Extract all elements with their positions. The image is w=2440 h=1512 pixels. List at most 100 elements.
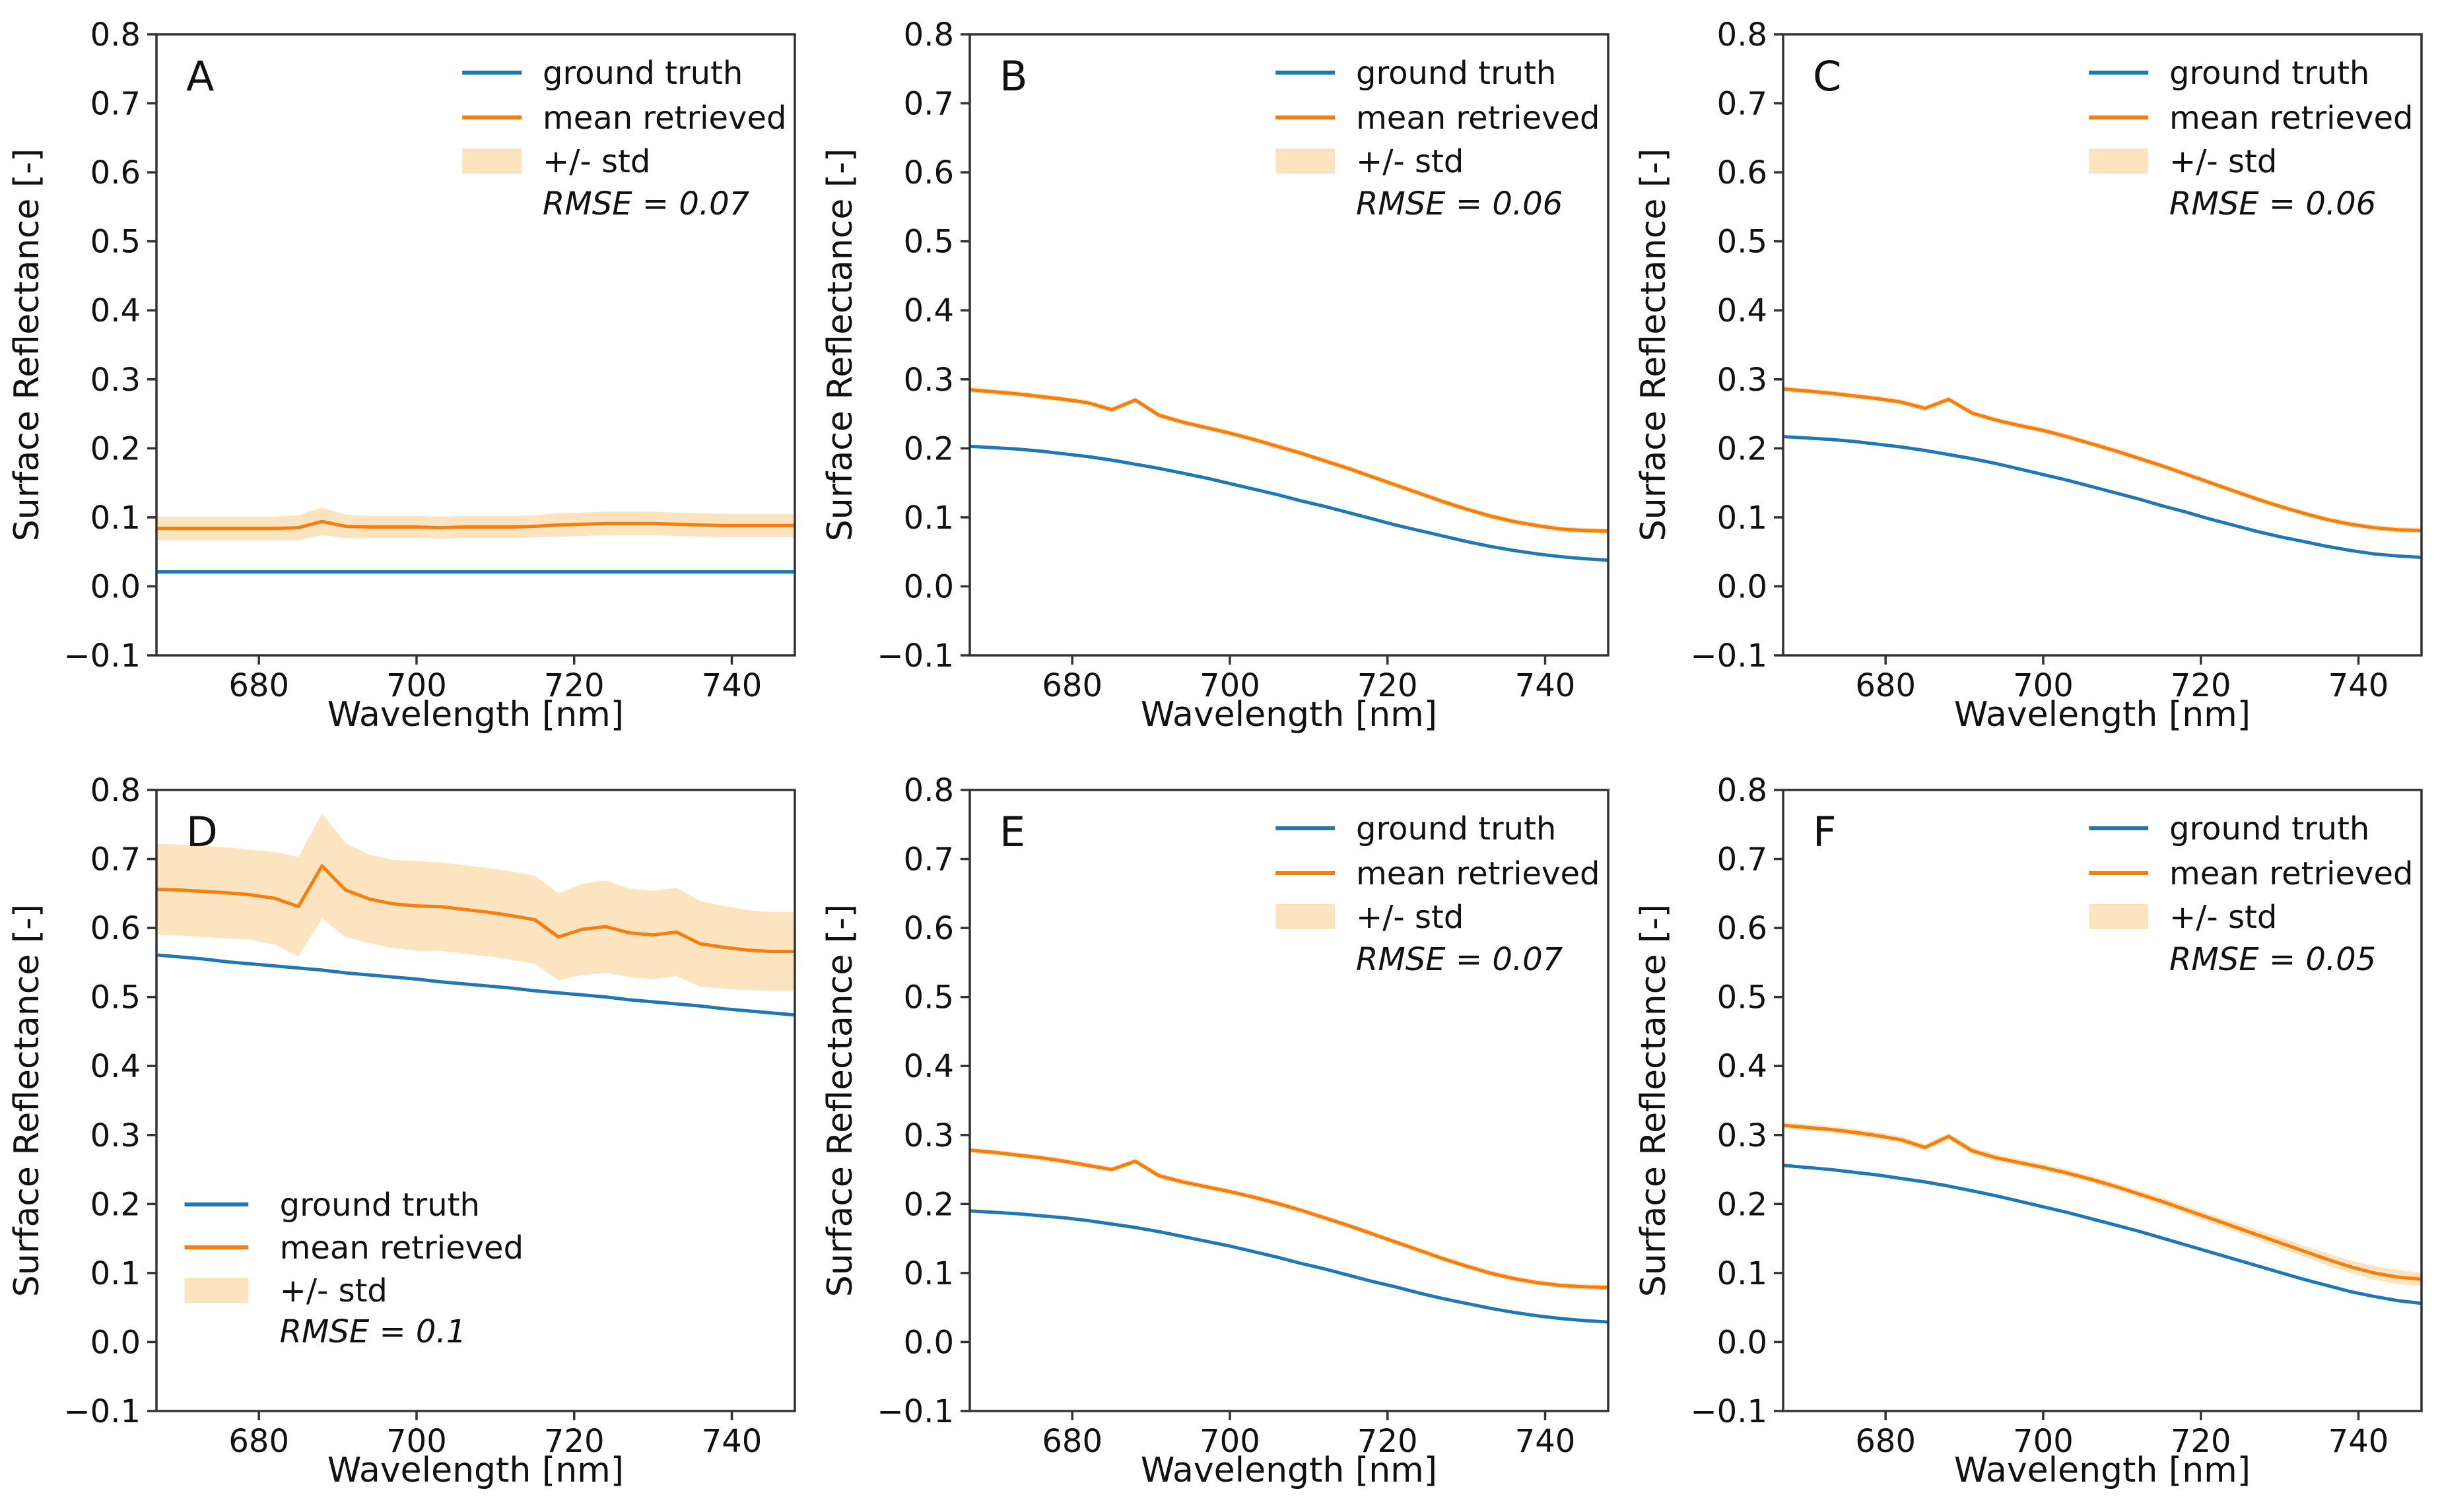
rmse-annotation: RMSE = 0.06 [1356, 185, 1563, 222]
legend-std-label: +/- std [2169, 899, 2277, 936]
axes-frame [1782, 33, 2423, 657]
y-tick-label: 0.1 [1717, 500, 1767, 537]
x-axis-label: Wavelength [nm] [327, 1451, 624, 1490]
std-band [1783, 386, 2422, 533]
y-tick-label: 0.2 [90, 430, 141, 467]
y-axis-label: Surface Reflectance [-] [7, 148, 47, 541]
y-axis-label: Surface Reflectance [-] [1634, 904, 1674, 1297]
y-tick-label: 0.7 [904, 86, 954, 123]
y-tick-label: 0.5 [1717, 224, 1767, 261]
y-tick-label: −0.1 [1690, 638, 1767, 674]
legend-std-patch [1275, 148, 1336, 174]
legend-ground-truth-label: ground truth [2169, 55, 2369, 92]
y-axis-label: Surface Reflectance [-] [821, 904, 860, 1297]
x-tick-label: 740 [2328, 667, 2389, 704]
legend-ground-truth-label: ground truth [280, 1187, 480, 1224]
y-tick-label: 0.8 [904, 16, 954, 53]
panel-b: 0.8 0.7 0.6 0.5 0.4 0.3 0.2 0.1 0.0 −0.1 680 700 720… [813, 0, 1627, 756]
y-tick-label: 0.7 [1717, 841, 1767, 878]
x-tick-label: 680 [1042, 1423, 1102, 1460]
legend-std-label: +/- std [2169, 143, 2277, 180]
panel-letter: C [1813, 52, 1841, 100]
x-tick-label: 700 [386, 667, 447, 704]
y-tick-label: 0.3 [904, 1117, 954, 1154]
y-tick-label: −0.1 [877, 638, 954, 674]
y-tick-label: 0.3 [1717, 362, 1767, 399]
rmse-annotation: RMSE = 0.07 [1356, 941, 1563, 978]
x-tick-label: 740 [702, 667, 762, 704]
x-tick-label: 720 [1357, 1423, 1418, 1460]
x-axis-label: Wavelength [nm] [1141, 1451, 1437, 1490]
y-tick-label: 0.2 [90, 1186, 141, 1223]
y-tick-label: 0.0 [904, 568, 954, 605]
legend-mean-retrieved-label: mean retrieved [1356, 100, 1600, 137]
x-tick-label: 740 [2328, 1423, 2389, 1460]
y-tick-label: 0.7 [90, 86, 141, 123]
y-tick-label: 0.5 [904, 224, 954, 261]
y-tick-label: 0.0 [904, 1324, 954, 1361]
y-tick-label: 0.1 [90, 1255, 141, 1292]
axes-frame [155, 789, 796, 1412]
legend-ground-truth-label: ground truth [1356, 55, 1556, 92]
y-tick-label: 0.1 [1717, 1255, 1767, 1292]
y-tick-label: −0.1 [63, 638, 141, 674]
y-tick-label: 0.8 [90, 772, 141, 809]
chart-B: 0.8 0.7 0.6 0.5 0.4 0.3 0.2 0.1 0.0 −0.1 680 700 720… [821, 16, 1610, 735]
x-tick-label: 680 [228, 1423, 289, 1460]
legend-mean-retrieved-label: mean retrieved [2169, 855, 2413, 892]
x-axis-label: Wavelength [nm] [1954, 695, 2251, 735]
y-tick-label: 0.6 [1717, 910, 1767, 947]
y-axis-label: Surface Reflectance [-] [7, 904, 47, 1297]
y-tick-label: 0.4 [904, 292, 954, 329]
mean-retrieved-line [1782, 387, 2422, 533]
legend-ground-truth-label: ground truth [2169, 810, 2369, 847]
y-tick-label: −0.1 [877, 1393, 954, 1430]
panel-letter: E [1000, 808, 1025, 856]
panel-letter: A [186, 52, 214, 100]
legend-std-label: +/- std [543, 143, 650, 180]
y-tick-label: 0.2 [904, 1186, 954, 1223]
legend-std-label: +/- std [1356, 143, 1464, 180]
legend-std-patch [2089, 148, 2149, 174]
y-axis-label: Surface Reflectance [-] [821, 148, 860, 541]
rmse-annotation: RMSE = 0.05 [2169, 941, 2376, 978]
rmse-annotation: RMSE = 0.07 [543, 185, 750, 222]
mean-retrieved-line [969, 387, 1609, 533]
y-tick-label: 0.0 [1717, 1324, 1767, 1361]
ground-truth-line [156, 953, 796, 1017]
y-tick-label: 0.6 [904, 910, 954, 947]
y-tick-label: 0.7 [1717, 86, 1767, 123]
x-axis-label: Wavelength [nm] [1954, 1451, 2251, 1490]
axes-frame [968, 789, 1610, 1412]
y-tick-label: −0.1 [63, 1393, 141, 1430]
x-tick-label: 700 [2013, 1423, 2074, 1460]
y-tick-label: 0.3 [90, 362, 141, 399]
panel-c: 0.8 0.7 0.6 0.5 0.4 0.3 0.2 0.1 0.0 −0.1 680 700 720… [1627, 0, 2440, 756]
y-axis-label: Surface Reflectance [-] [1634, 148, 1674, 541]
y-tick-label: 0.1 [90, 500, 141, 537]
y-tick-label: 0.6 [1717, 154, 1767, 191]
x-tick-label: 720 [1357, 667, 1418, 704]
legend-std-patch [184, 1278, 249, 1303]
y-tick-label: 0.1 [904, 500, 954, 537]
y-tick-label: 0.8 [1717, 16, 1767, 53]
y-tick-label: 0.4 [90, 292, 141, 329]
panel-f: 0.8 0.7 0.6 0.5 0.4 0.3 0.2 0.1 0.0 −0.1 680 700 720… [1627, 756, 2440, 1511]
y-tick-label: 0.6 [904, 154, 954, 191]
x-axis-label: Wavelength [nm] [327, 695, 624, 735]
mean-retrieved-line [1782, 1123, 2422, 1281]
y-tick-label: 0.0 [1717, 568, 1767, 605]
ground-truth-line [1782, 1164, 2422, 1305]
chart-E: 0.8 0.7 0.6 0.5 0.4 0.3 0.2 0.1 0.0 −0.1 680 700 720… [821, 772, 1610, 1490]
ground-truth-line [969, 444, 1609, 562]
x-tick-label: 720 [2171, 1423, 2231, 1460]
mean-retrieved-line [969, 1148, 1609, 1290]
axes-frame [155, 33, 796, 657]
mean-retrieved-line [156, 519, 795, 531]
x-tick-label: 700 [1200, 1423, 1260, 1460]
ground-truth-line [969, 1209, 1609, 1324]
chart-F: 0.8 0.7 0.6 0.5 0.4 0.3 0.2 0.1 0.0 −0.1 680 700 720… [1634, 772, 2423, 1490]
panel-letter: F [1813, 808, 1837, 856]
y-tick-label: 0.3 [90, 1117, 141, 1154]
